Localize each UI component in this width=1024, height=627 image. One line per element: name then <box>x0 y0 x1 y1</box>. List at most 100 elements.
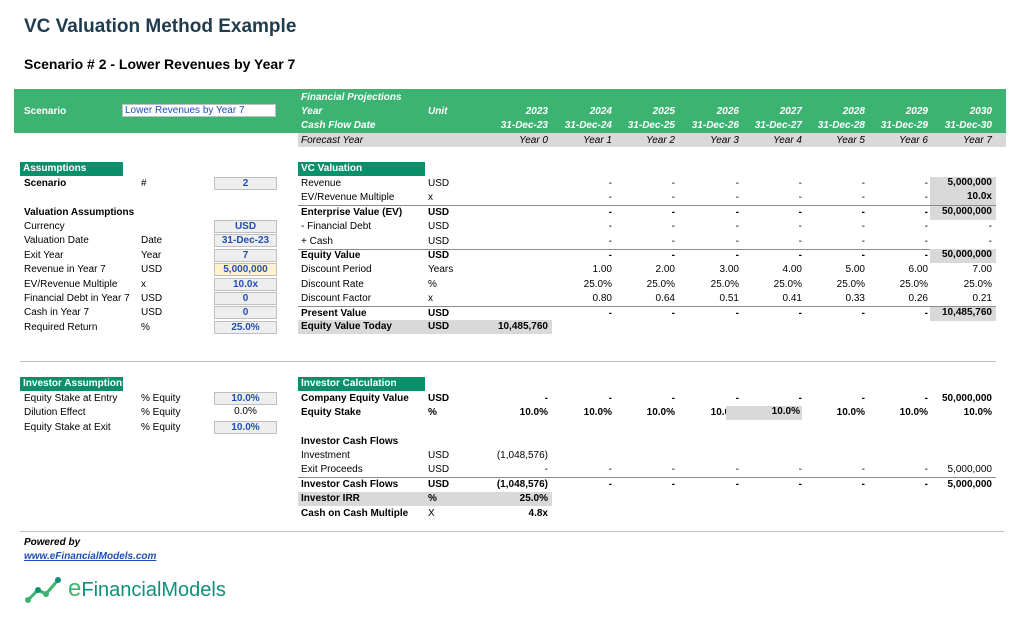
vc-value-cell: - <box>861 221 865 233</box>
investor-calc-value: 10.0% <box>836 407 865 419</box>
investor-calc-value: - <box>608 393 612 404</box>
vc-value-cell: 0.21 <box>972 293 992 305</box>
assumption-label: Valuation Date <box>24 235 89 247</box>
vc-value-cell: - <box>798 235 802 247</box>
vc-value-cell: - <box>861 307 865 319</box>
vc-row-label: Discount Rate <box>301 278 364 290</box>
forecast-year-cell: Year 0 <box>519 135 548 146</box>
date-cell: 31-Dec-28 <box>817 120 865 131</box>
coc-label: Cash on Cash Multiple <box>301 508 409 519</box>
vc-value-cell: - <box>671 206 675 218</box>
investor-calc-value: - <box>924 393 928 404</box>
vc-value-cell: - <box>924 206 928 218</box>
equity-today-unit: USD <box>428 321 450 332</box>
row-separator <box>298 248 996 250</box>
investor-assumption-unit: % Equity <box>141 393 181 404</box>
vc-value-cell: - <box>671 235 675 247</box>
forecast-year-cell: Year 7 <box>963 135 992 146</box>
investor-calc-value: 10.0% <box>726 406 802 421</box>
date-cell: 31-Dec-26 <box>691 120 739 131</box>
assumption-input[interactable]: 31-Dec-23 <box>214 234 277 248</box>
cash-flow-unit: USD <box>428 450 450 461</box>
vc-value-cell: 50,000,000 <box>930 205 996 220</box>
investor-assumptions-heading: Investor Assumptions <box>20 377 128 391</box>
cash-flow-value: - <box>608 464 612 476</box>
vc-value-cell: - <box>608 221 612 233</box>
vc-value-cell: - <box>671 178 675 189</box>
vc-value-cell: - <box>735 178 739 189</box>
cash-flow-value: - <box>544 464 548 476</box>
cash-flow-value: - <box>671 464 675 476</box>
assumption-input[interactable]: 7 <box>214 248 277 262</box>
vc-row-unit: USD <box>428 221 450 233</box>
vc-value-cell: 0.51 <box>719 293 739 305</box>
assumption-input[interactable]: 0 <box>214 306 277 320</box>
vc-value-cell: 25.0% <box>710 278 739 290</box>
assumption-input[interactable]: 10.0x <box>214 277 277 291</box>
vc-row-unit: % <box>428 278 437 290</box>
vc-value-cell: 0.80 <box>592 293 612 305</box>
vc-value-cell: 25.0% <box>899 278 928 290</box>
scenario-label: Scenario <box>24 178 67 189</box>
vc-value-cell: - <box>735 235 739 247</box>
efinancialmodels-link[interactable]: www.eFinancialModels.com <box>24 551 157 562</box>
cash-flow-label: Exit Proceeds <box>301 464 363 476</box>
row-separator <box>298 306 996 308</box>
vc-value-cell: - <box>671 192 675 204</box>
vc-row-unit: USD <box>428 250 450 261</box>
vc-value-cell: 25.0% <box>646 278 675 290</box>
vc-value-cell: - <box>924 307 928 319</box>
vc-value-cell: - <box>924 192 928 204</box>
vc-value-cell: - <box>608 192 612 204</box>
vc-value-cell: - <box>671 307 675 319</box>
cash-flow-value: - <box>861 478 865 490</box>
equity-today-label: Equity Value Today <box>301 321 392 332</box>
vc-value-cell: 25.0% <box>583 278 612 290</box>
vc-value-cell: 3.00 <box>719 264 739 276</box>
vc-value-cell: - <box>798 307 802 319</box>
assumption-label: Exit Year <box>24 249 64 261</box>
forecast-year-label: Forecast Year <box>301 135 364 146</box>
assumption-input[interactable]: USD <box>214 220 277 233</box>
scenario-select[interactable]: Lower Revenues by Year 7 <box>122 104 276 117</box>
cash-flow-value: (1,048,576) <box>496 450 548 461</box>
forecast-year-cell: Year 1 <box>583 135 612 146</box>
assumption-unit: USD <box>141 264 163 276</box>
vc-value-cell: - <box>608 250 612 261</box>
assumption-input[interactable]: 0 <box>214 292 277 305</box>
efinancialmodels-logo[interactable]: eFinancialModels <box>24 570 226 604</box>
cash-flow-value: - <box>798 478 802 490</box>
investor-assumption-input[interactable]: 10.0% <box>214 392 277 405</box>
investor-assumption-input[interactable]: 10.0% <box>214 420 277 434</box>
investor-irr-unit: % <box>428 493 437 504</box>
logo-text: FinancialModels <box>81 579 226 601</box>
vc-row-label: Equity Value <box>301 250 361 261</box>
cash-flow-value: - <box>861 464 865 476</box>
vc-row-unit: USD <box>428 307 450 319</box>
year-cell: 2030 <box>969 106 992 117</box>
investor-calc-value: - <box>735 393 739 404</box>
vc-row-unit: USD <box>428 235 450 247</box>
assumption-input[interactable]: 25.0% <box>214 320 277 334</box>
investor-calc-value: 10.0% <box>710 407 739 419</box>
page-title: VC Valuation Method Example <box>24 16 297 37</box>
vc-row-label: - Financial Debt <box>301 221 372 233</box>
date-cell: 31-Dec-25 <box>627 120 675 131</box>
date-cell: 31-Dec-24 <box>564 120 612 131</box>
vc-value-cell: - <box>735 307 739 319</box>
cash-flow-value: - <box>924 464 928 476</box>
year-cell: 2023 <box>525 106 548 117</box>
vc-value-cell: 0.33 <box>845 293 865 305</box>
investor-calc-value: 10.0% <box>519 407 548 419</box>
coc-unit: X <box>428 508 435 519</box>
vc-row-label: EV/Revenue Multiple <box>301 192 395 204</box>
vc-value-cell: 2.00 <box>655 264 675 276</box>
assumption-input[interactable]: 5,000,000 <box>214 263 277 277</box>
cash-flow-label: Investor Cash Flows <box>301 478 399 490</box>
vc-value-cell: 10.0x <box>930 191 996 206</box>
scenario-number-input[interactable]: 2 <box>214 177 277 190</box>
vc-value-cell: - <box>924 178 928 189</box>
logo-e: e <box>68 575 82 602</box>
investor-assumption-unit: % Equity <box>141 407 181 419</box>
investor-assumption-label: Equity Stake at Entry <box>24 393 118 404</box>
